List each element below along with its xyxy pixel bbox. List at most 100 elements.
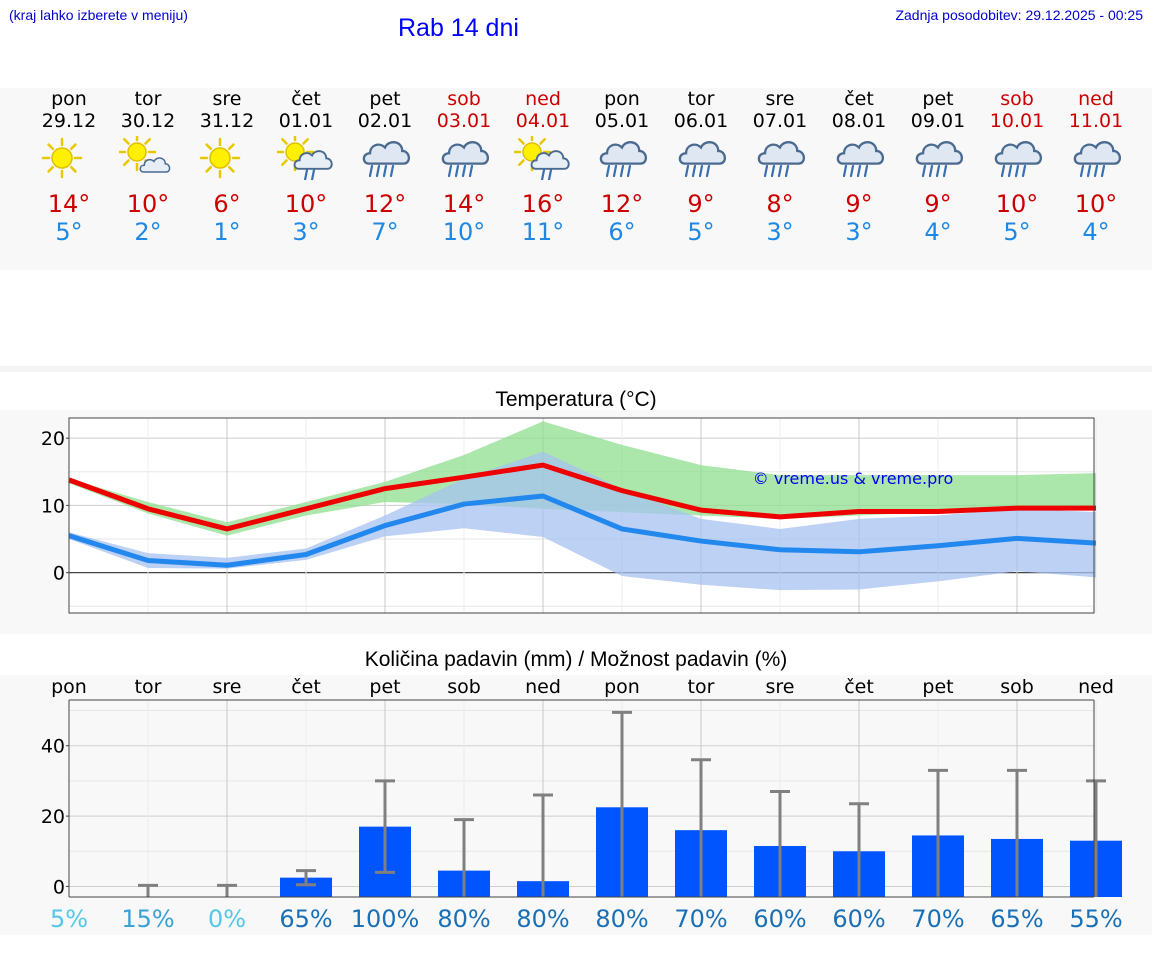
day-date: 08.01 [831,110,887,132]
day-date: 01.01 [278,110,334,132]
day-name: sre [212,88,242,110]
min-temp: 2° [134,218,162,246]
day-column: sre 07.01 8° 3° [741,88,819,246]
day-date: 09.01 [910,110,966,132]
cloud-rain-icon [915,141,964,178]
max-temp: 10° [1074,190,1118,218]
min-temp: 4° [1082,218,1110,246]
day-name: tor [134,88,162,110]
day-label: pet [922,676,953,698]
forecast-strip [0,88,1152,270]
min-temp: 5° [55,218,83,246]
plot-frame [68,417,1095,614]
precip-chance: 100% [351,905,420,933]
precip-chance: 5% [50,905,88,933]
precip-chance: 0% [208,905,246,933]
min-temp: 3° [292,218,320,246]
min-range-band [69,451,1096,591]
y-tick-label: 20 [41,806,65,828]
min-temp: 6° [608,218,636,246]
day-date: 07.01 [752,110,808,132]
precip-bar [280,877,332,897]
day-name: ned [1078,88,1114,110]
day-date: 29.12 [41,110,97,132]
max-temp: 9° [687,190,715,218]
min-temp: 10° [442,218,486,246]
max-temp: 12° [600,190,644,218]
day-name: pon [604,88,640,110]
max-temp: 16° [521,190,565,218]
day-column: pon 05.01 12° 6° [583,88,661,246]
cloud-rain-icon [678,141,727,178]
precip-chance: 65% [279,905,332,933]
day-date: 03.01 [436,110,492,132]
watermark: © vreme.us & vreme.pro [753,469,954,488]
precip-chance: 80% [516,905,569,933]
max-temp: 8° [766,190,794,218]
day-label: sob [447,676,481,698]
day-label: tor [688,676,715,698]
day-label: tor [135,676,162,698]
day-column: sre 31.12 6° 1° [188,88,266,246]
y-tick-label: 40 [41,736,65,758]
max-temp: 14° [47,190,91,218]
min-temp: 3° [766,218,794,246]
day-column: ned 11.01 10° 4° [1057,88,1135,246]
day-date: 05.01 [594,110,650,132]
day-column: ned 04.01 16° 11° [504,88,582,246]
sun-cloud-icon [119,136,171,173]
day-name: ned [525,88,561,110]
min-temp: 11° [521,218,565,246]
sun-icon [199,137,241,179]
max-temp: 10° [126,190,170,218]
sun-cloud-rain-icon [514,136,570,180]
min-temp: 5° [687,218,715,246]
day-column: sob 03.01 14° 10° [425,88,503,246]
day-column: pet 09.01 9° 4° [899,88,977,246]
day-label: čet [844,676,874,698]
day-column: pon 29.12 14° 5° [30,88,108,246]
max-temp: 6° [213,190,241,218]
y-tick-label: 10 [41,495,65,517]
min-temp: 7° [371,218,399,246]
day-label: ned [525,676,561,698]
precip-chance: 60% [832,905,885,933]
day-name: tor [687,88,715,110]
precip-chance: 55% [1069,905,1122,933]
page-title: Rab 14 dni [398,14,519,42]
cloud-rain-icon [599,141,648,178]
precip-chance: 65% [990,905,1043,933]
day-name: pon [51,88,87,110]
precip-chance: 15% [121,905,174,933]
last-updated: Zadnja posodobitev: 29.12.2025 - 00:25 [895,7,1143,23]
max-temp-line [68,462,1096,532]
min-temp: 1° [213,218,241,246]
min-temp: 5° [1003,218,1031,246]
max-temp: 12° [363,190,407,218]
day-column: sob 10.01 10° 5° [978,88,1056,246]
max-temp: 14° [442,190,486,218]
cloud-rain-icon [836,141,885,178]
precip-chance: 70% [674,905,727,933]
day-name: čet [291,88,321,110]
sun-cloud-rain-icon [277,136,333,180]
day-label: pet [369,676,400,698]
day-column: tor 30.12 10° 2° [109,88,187,246]
min-temp: 3° [845,218,873,246]
y-tick-label: 0 [53,563,65,585]
cloud-rain-icon [757,141,806,178]
day-date: 06.01 [673,110,729,132]
y-tick-label: 0 [53,876,65,898]
day-label: pon [51,676,87,698]
day-label: sob [1000,676,1034,698]
day-column: tor 06.01 9° 5° [662,88,740,246]
precip-chance: 80% [595,905,648,933]
precip-chance: 80% [437,905,490,933]
location-hint[interactable]: (kraj lahko izberete v meniju) [9,7,188,23]
sun-icon [41,137,83,179]
day-name: sob [447,88,481,110]
cloud-rain-icon [994,141,1043,178]
day-label: sre [766,676,795,698]
day-date: 02.01 [357,110,413,132]
